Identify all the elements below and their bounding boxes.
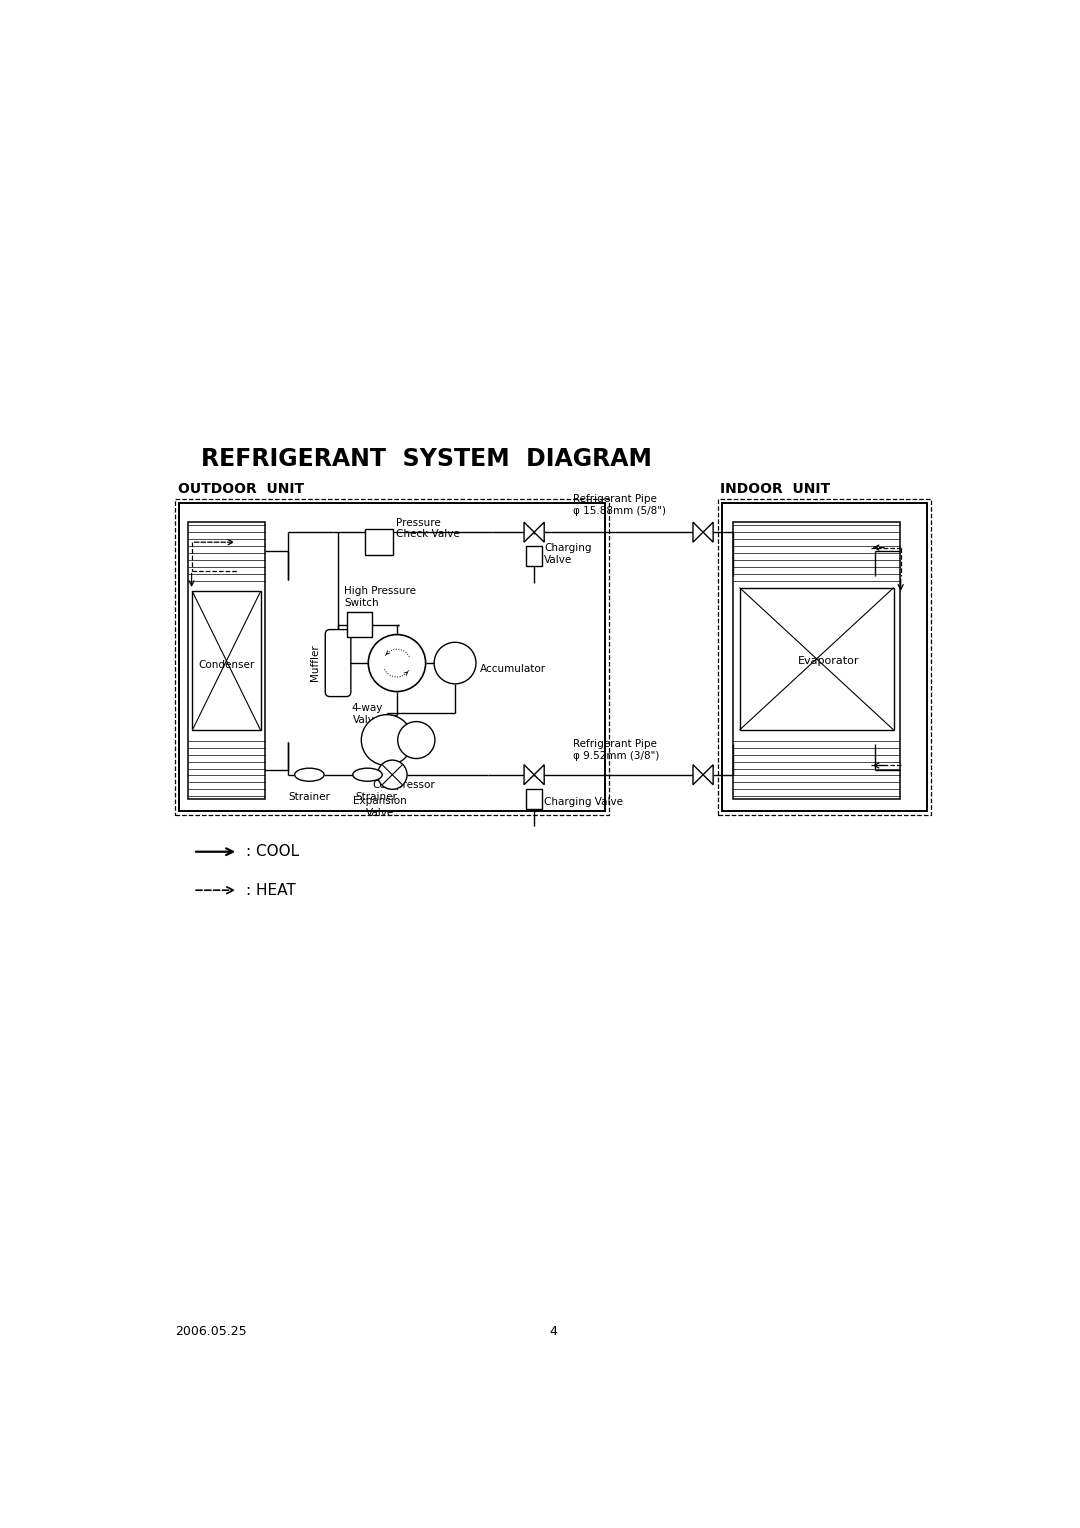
Polygon shape <box>535 764 544 785</box>
Text: : COOL: : COOL <box>246 843 299 859</box>
Text: 4-way
Valve: 4-way Valve <box>352 703 383 724</box>
Polygon shape <box>524 764 535 785</box>
Text: High Pressure
Switch: High Pressure Switch <box>345 587 416 608</box>
Text: 2006.05.25: 2006.05.25 <box>175 1325 247 1339</box>
Circle shape <box>378 759 407 790</box>
Text: Strainer: Strainer <box>288 793 330 802</box>
Text: : HEAT: : HEAT <box>246 883 296 898</box>
Circle shape <box>362 715 413 766</box>
Polygon shape <box>535 523 544 542</box>
Circle shape <box>368 634 426 692</box>
Text: OUTDOOR  UNIT: OUTDOOR UNIT <box>177 481 303 497</box>
Text: INDOOR  UNIT: INDOOR UNIT <box>720 481 831 497</box>
Polygon shape <box>693 764 703 785</box>
Polygon shape <box>703 523 713 542</box>
Text: Muffler: Muffler <box>310 645 320 681</box>
Text: Condenser: Condenser <box>199 660 255 669</box>
Bar <box>188 523 266 799</box>
Text: REFRIGERANT  SYSTEM  DIAGRAM: REFRIGERANT SYSTEM DIAGRAM <box>201 446 651 471</box>
Bar <box>718 500 931 814</box>
Ellipse shape <box>295 769 324 781</box>
Circle shape <box>434 642 476 685</box>
Text: Refrigerant Pipe
φ 15.88mm (5/8"): Refrigerant Pipe φ 15.88mm (5/8") <box>572 495 666 516</box>
Bar <box>192 591 260 730</box>
Text: Refrigerant Pipe
φ 9.52mm (3/8"): Refrigerant Pipe φ 9.52mm (3/8") <box>572 740 659 761</box>
Text: Charging
Valve: Charging Valve <box>544 542 592 564</box>
Text: Evaporator: Evaporator <box>797 656 859 666</box>
Text: 4: 4 <box>550 1325 557 1339</box>
Bar <box>175 500 609 814</box>
Circle shape <box>397 721 435 758</box>
Text: Strainer: Strainer <box>356 793 397 802</box>
Polygon shape <box>703 764 713 785</box>
Polygon shape <box>693 523 703 542</box>
Bar <box>179 503 606 811</box>
Text: Accumulator: Accumulator <box>480 665 546 674</box>
Text: Compressor: Compressor <box>373 781 435 790</box>
FancyBboxPatch shape <box>325 630 351 697</box>
Text: Charging Valve: Charging Valve <box>544 798 623 807</box>
Text: Expansion
Valve: Expansion Valve <box>353 796 407 817</box>
Bar <box>526 545 542 565</box>
Bar <box>348 613 373 637</box>
Ellipse shape <box>353 769 382 781</box>
Polygon shape <box>524 523 535 542</box>
Bar <box>365 529 393 555</box>
Bar <box>740 588 894 730</box>
Text: Pressure
Check Valve: Pressure Check Valve <box>396 518 460 539</box>
Bar <box>733 523 900 799</box>
Bar <box>721 503 927 811</box>
Bar <box>526 788 542 808</box>
